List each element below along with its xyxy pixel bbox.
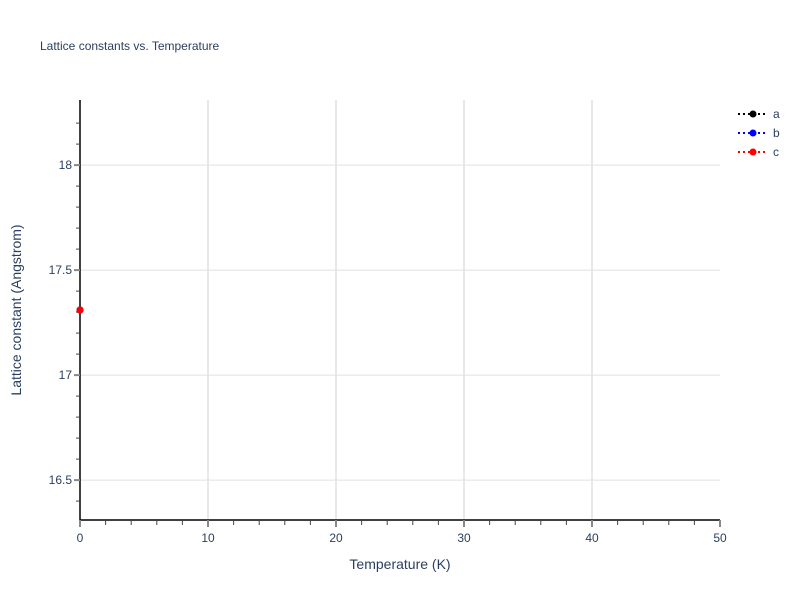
legend-label-a: a bbox=[773, 107, 780, 121]
legend[interactable]: abc bbox=[738, 107, 780, 159]
x-tick-label: 20 bbox=[329, 531, 343, 545]
legend-label-b: b bbox=[773, 126, 780, 140]
legend-marker-a bbox=[749, 110, 757, 118]
y-tick-label: 18 bbox=[59, 158, 73, 172]
x-tick-label: 50 bbox=[713, 531, 727, 545]
x-tick-label: 0 bbox=[77, 531, 84, 545]
marks bbox=[76, 306, 84, 314]
legend-label-c: c bbox=[773, 145, 779, 159]
x-axis-title: Temperature (K) bbox=[349, 556, 450, 572]
y-tick-label: 17 bbox=[59, 368, 73, 382]
y-tick-label: 16.5 bbox=[49, 473, 73, 487]
y-tick-label: 17.5 bbox=[49, 263, 73, 277]
data-point-c bbox=[76, 306, 84, 314]
x-tick-label: 40 bbox=[585, 531, 599, 545]
x-tick-label: 30 bbox=[457, 531, 471, 545]
grid bbox=[80, 100, 720, 520]
legend-marker-b bbox=[749, 129, 757, 137]
chart-title: Lattice constants vs. Temperature bbox=[40, 39, 220, 53]
axes: 0 10 20 30 40 50 16.5 17 17.5 18 bbox=[49, 100, 727, 545]
x-tick-label: 10 bbox=[201, 531, 215, 545]
y-axis-title: Lattice constant (Angstrom) bbox=[8, 224, 24, 395]
legend-marker-c bbox=[749, 148, 757, 156]
